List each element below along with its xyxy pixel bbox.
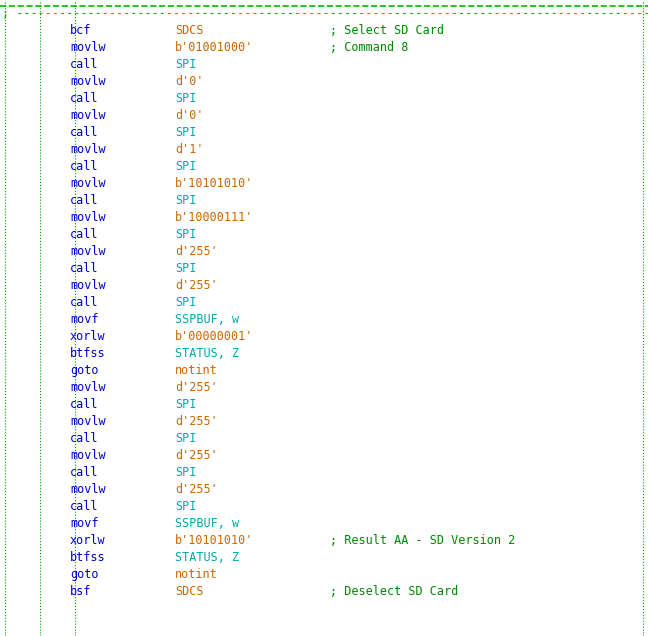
Text: goto: goto [70, 568, 98, 581]
Text: SPI: SPI [175, 160, 196, 173]
Text: SPI: SPI [175, 58, 196, 71]
Text: d'255': d'255' [175, 381, 218, 394]
Text: ; ------------------------------------------------------------------------------: ; --------------------------------------… [2, 7, 648, 20]
Text: movlw: movlw [70, 109, 106, 122]
Text: bcf: bcf [70, 24, 91, 37]
Text: d'1': d'1' [175, 143, 203, 156]
Text: d'0': d'0' [175, 75, 203, 88]
Text: call: call [70, 160, 98, 173]
Text: STATUS, Z: STATUS, Z [175, 347, 239, 360]
Text: b'10000111': b'10000111' [175, 211, 253, 224]
Text: d'255': d'255' [175, 245, 218, 258]
Text: bsf: bsf [70, 585, 91, 598]
Text: movlw: movlw [70, 449, 106, 462]
Text: btfss: btfss [70, 347, 106, 360]
Text: b'01001000': b'01001000' [175, 41, 253, 54]
Text: call: call [70, 466, 98, 479]
Text: call: call [70, 500, 98, 513]
Text: movlw: movlw [70, 381, 106, 394]
Text: SPI: SPI [175, 398, 196, 411]
Text: notint: notint [175, 568, 218, 581]
Text: xorlw: xorlw [70, 330, 106, 343]
Text: call: call [70, 92, 98, 105]
Text: movlw: movlw [70, 279, 106, 292]
Text: ; Deselect SD Card: ; Deselect SD Card [330, 585, 458, 598]
Text: ; Select SD Card: ; Select SD Card [330, 24, 444, 37]
Text: SPI: SPI [175, 500, 196, 513]
Text: ; Command 8: ; Command 8 [330, 41, 408, 54]
Text: b'10101010': b'10101010' [175, 534, 253, 547]
Text: SPI: SPI [175, 228, 196, 241]
Text: d'255': d'255' [175, 415, 218, 428]
Text: SPI: SPI [175, 194, 196, 207]
Text: movlw: movlw [70, 483, 106, 496]
Text: btfss: btfss [70, 551, 106, 564]
Text: d'255': d'255' [175, 449, 218, 462]
Text: d'255': d'255' [175, 279, 218, 292]
Text: notint: notint [175, 364, 218, 377]
Text: movlw: movlw [70, 143, 106, 156]
Text: movlw: movlw [70, 41, 106, 54]
Text: d'0': d'0' [175, 109, 203, 122]
Text: movlw: movlw [70, 177, 106, 190]
Text: call: call [70, 194, 98, 207]
Text: b'10101010': b'10101010' [175, 177, 253, 190]
Text: call: call [70, 398, 98, 411]
Text: SPI: SPI [175, 432, 196, 445]
Text: call: call [70, 228, 98, 241]
Text: call: call [70, 262, 98, 275]
Text: SSPBUF, w: SSPBUF, w [175, 517, 239, 530]
Text: b'00000001': b'00000001' [175, 330, 253, 343]
Text: movlw: movlw [70, 211, 106, 224]
Text: call: call [70, 296, 98, 309]
Text: movf: movf [70, 517, 98, 530]
Text: movlw: movlw [70, 75, 106, 88]
Text: xorlw: xorlw [70, 534, 106, 547]
Text: movlw: movlw [70, 415, 106, 428]
Text: SDCS: SDCS [175, 24, 203, 37]
Text: call: call [70, 432, 98, 445]
Text: call: call [70, 58, 98, 71]
Text: movlw: movlw [70, 245, 106, 258]
Text: SPI: SPI [175, 92, 196, 105]
Text: SPI: SPI [175, 466, 196, 479]
Text: d'255': d'255' [175, 483, 218, 496]
Text: movf: movf [70, 313, 98, 326]
Text: goto: goto [70, 364, 98, 377]
Text: STATUS, Z: STATUS, Z [175, 551, 239, 564]
Text: SSPBUF, w: SSPBUF, w [175, 313, 239, 326]
Text: SPI: SPI [175, 262, 196, 275]
Text: ; Result AA - SD Version 2: ; Result AA - SD Version 2 [330, 534, 515, 547]
Text: call: call [70, 126, 98, 139]
Text: SPI: SPI [175, 126, 196, 139]
Text: SDCS: SDCS [175, 585, 203, 598]
Text: SPI: SPI [175, 296, 196, 309]
